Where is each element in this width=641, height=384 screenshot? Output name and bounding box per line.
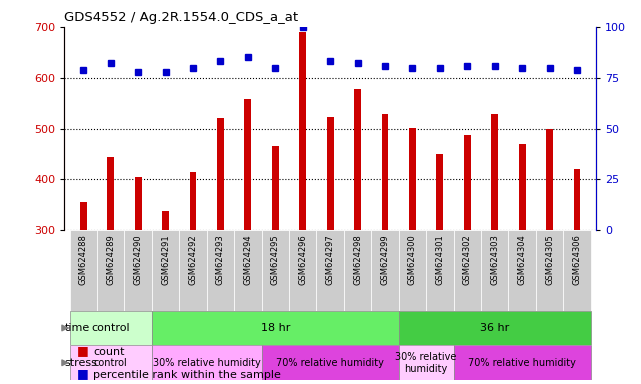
Bar [399, 345, 454, 380]
Text: GSM624288: GSM624288 [79, 234, 88, 285]
Text: GDS4552 / Ag.2R.1554.0_CDS_a_at: GDS4552 / Ag.2R.1554.0_CDS_a_at [64, 11, 298, 24]
Text: GSM624290: GSM624290 [133, 234, 143, 285]
Bar [454, 345, 590, 380]
Bar [179, 230, 206, 311]
Text: GSM624292: GSM624292 [188, 234, 197, 285]
Bar [70, 230, 97, 311]
Bar [80, 202, 87, 230]
Text: GSM624299: GSM624299 [381, 234, 390, 285]
Text: GSM624293: GSM624293 [216, 234, 225, 285]
Bar [344, 230, 371, 311]
Bar [354, 89, 361, 230]
Text: 18 hr: 18 hr [261, 323, 290, 333]
Bar [437, 154, 443, 230]
Bar [381, 114, 388, 230]
Bar [244, 99, 251, 230]
Bar [454, 230, 481, 311]
Text: 70% relative humidity: 70% relative humidity [468, 358, 576, 368]
Bar [107, 157, 114, 230]
Bar [152, 311, 399, 345]
Text: time: time [65, 323, 90, 333]
Text: GSM624297: GSM624297 [326, 234, 335, 285]
Text: control: control [92, 323, 130, 333]
Bar [135, 177, 142, 230]
Bar [206, 230, 234, 311]
Bar [491, 114, 498, 230]
Bar [162, 211, 169, 230]
Text: ■: ■ [77, 344, 88, 357]
Bar [262, 230, 289, 311]
Text: 36 hr: 36 hr [480, 323, 510, 333]
Bar [152, 230, 179, 311]
Text: GSM624298: GSM624298 [353, 234, 362, 285]
Bar [262, 345, 399, 380]
Text: GSM624305: GSM624305 [545, 234, 554, 285]
Bar [152, 345, 262, 380]
Text: GSM624306: GSM624306 [572, 234, 581, 285]
Bar [217, 118, 224, 230]
Text: ■: ■ [77, 367, 88, 380]
Text: 30% relative
humidity: 30% relative humidity [395, 352, 457, 374]
Bar [371, 230, 399, 311]
Bar [234, 230, 262, 311]
Text: GSM624291: GSM624291 [161, 234, 170, 285]
Text: GSM624289: GSM624289 [106, 234, 115, 285]
Text: GSM624303: GSM624303 [490, 234, 499, 285]
Bar [70, 311, 152, 345]
Text: control: control [94, 358, 128, 368]
Bar [124, 230, 152, 311]
Text: 30% relative humidity: 30% relative humidity [153, 358, 261, 368]
Text: count: count [93, 347, 124, 357]
Bar [289, 230, 317, 311]
Bar [97, 230, 124, 311]
Bar [536, 230, 563, 311]
Text: GSM624294: GSM624294 [244, 234, 253, 285]
Text: GSM624296: GSM624296 [298, 234, 307, 285]
Bar [327, 118, 333, 230]
Text: 70% relative humidity: 70% relative humidity [276, 358, 384, 368]
Bar [519, 144, 526, 230]
Bar [464, 135, 470, 230]
Bar [409, 127, 416, 230]
Bar [190, 172, 196, 230]
Bar [299, 32, 306, 230]
Bar [317, 230, 344, 311]
Bar [481, 230, 508, 311]
Bar [574, 169, 580, 230]
Text: GSM624302: GSM624302 [463, 234, 472, 285]
Text: percentile rank within the sample: percentile rank within the sample [93, 370, 281, 380]
Bar [508, 230, 536, 311]
Bar [426, 230, 454, 311]
Bar [563, 230, 590, 311]
Bar [399, 230, 426, 311]
Bar [546, 129, 553, 230]
Bar [70, 345, 152, 380]
Text: GSM624300: GSM624300 [408, 234, 417, 285]
Bar [272, 146, 279, 230]
Text: stress: stress [65, 358, 97, 368]
Bar [399, 311, 590, 345]
Text: GSM624295: GSM624295 [271, 234, 279, 285]
Text: GSM624301: GSM624301 [435, 234, 444, 285]
Text: GSM624304: GSM624304 [517, 234, 527, 285]
